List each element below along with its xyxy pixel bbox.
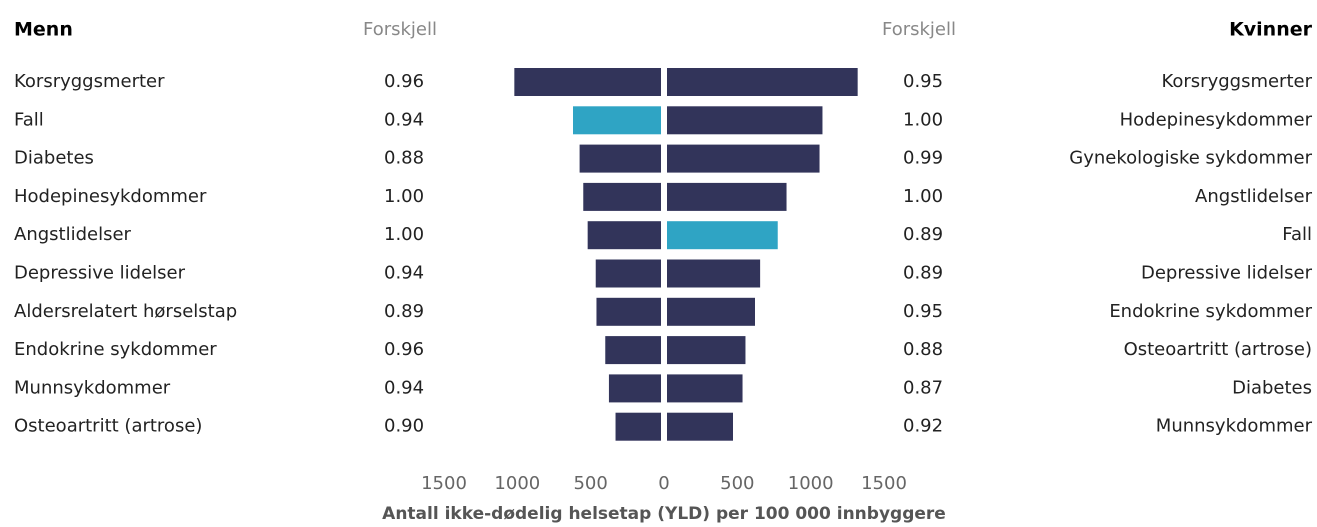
difference-label: 0.94 bbox=[384, 377, 424, 398]
difference-label: 0.96 bbox=[384, 339, 424, 360]
difference-label: 0.92 bbox=[903, 416, 943, 437]
category-label: Angstlidelser bbox=[1195, 186, 1313, 207]
difference-label: 0.90 bbox=[384, 416, 424, 437]
bar bbox=[667, 259, 761, 288]
category-label: Korsryggsmerter bbox=[1161, 71, 1312, 92]
category-label: Osteoartritt (artrose) bbox=[1124, 339, 1312, 360]
bar bbox=[608, 374, 661, 403]
x-tick-label: 500 bbox=[573, 473, 607, 494]
difference-label: 0.94 bbox=[384, 263, 424, 284]
bar bbox=[615, 412, 661, 441]
category-label: Gynekologiske sykdommer bbox=[1069, 148, 1312, 169]
category-label: Munnsykdommer bbox=[14, 377, 171, 398]
x-tick-label: 1000 bbox=[788, 473, 834, 494]
bar bbox=[667, 221, 778, 250]
category-label: Depressive lidelser bbox=[1141, 263, 1313, 284]
difference-header: Forskjell bbox=[363, 19, 437, 40]
difference-header: Forskjell bbox=[882, 19, 956, 40]
x-tick-label: 500 bbox=[720, 473, 754, 494]
bar bbox=[667, 106, 823, 135]
difference-label: 1.00 bbox=[384, 224, 424, 245]
category-label: Endokrine sykdommer bbox=[14, 339, 217, 360]
bar bbox=[583, 182, 661, 211]
x-tick-label: 1500 bbox=[861, 473, 907, 494]
bar bbox=[514, 68, 661, 96]
difference-label: 0.99 bbox=[903, 148, 943, 169]
difference-label: 0.95 bbox=[903, 301, 943, 322]
category-label: Endokrine sykdommer bbox=[1109, 301, 1312, 322]
bar bbox=[579, 144, 661, 173]
difference-label: 0.96 bbox=[384, 71, 424, 92]
difference-label: 0.87 bbox=[903, 377, 943, 398]
category-label: Fall bbox=[1282, 224, 1312, 245]
bar bbox=[667, 336, 746, 365]
bar bbox=[587, 221, 661, 250]
category-label: Munnsykdommer bbox=[1156, 416, 1313, 437]
difference-label: 1.00 bbox=[903, 109, 943, 130]
category-label: Diabetes bbox=[1232, 377, 1312, 398]
category-label: Hodepinesykdommer bbox=[1120, 109, 1313, 130]
difference-label: 1.00 bbox=[384, 186, 424, 207]
category-label: Korsryggsmerter bbox=[14, 71, 165, 92]
bar bbox=[667, 68, 858, 96]
panel-title: Menn bbox=[14, 19, 73, 41]
category-label: Hodepinesykdommer bbox=[14, 186, 207, 207]
difference-label: 0.89 bbox=[384, 301, 424, 322]
bar bbox=[573, 106, 661, 135]
difference-label: 0.88 bbox=[903, 339, 943, 360]
difference-label: 1.00 bbox=[903, 186, 943, 207]
difference-label: 0.89 bbox=[903, 224, 943, 245]
difference-label: 0.88 bbox=[384, 148, 424, 169]
bar bbox=[596, 297, 661, 326]
bar bbox=[667, 374, 743, 403]
category-label: Diabetes bbox=[14, 148, 94, 169]
category-label: Depressive lidelser bbox=[14, 263, 186, 284]
category-label: Osteoartritt (artrose) bbox=[14, 416, 202, 437]
difference-label: 0.89 bbox=[903, 263, 943, 284]
bar bbox=[667, 182, 787, 211]
category-label: Angstlidelser bbox=[14, 224, 132, 245]
category-label: Aldersrelatert hørselstap bbox=[14, 301, 237, 322]
bar bbox=[595, 259, 661, 288]
bar bbox=[605, 336, 661, 365]
difference-label: 0.95 bbox=[903, 71, 943, 92]
bar bbox=[667, 297, 755, 326]
x-axis-label: Antall ikke-dødelig helsetap (YLD) per 1… bbox=[382, 504, 946, 524]
bar bbox=[667, 412, 733, 441]
category-label: Fall bbox=[14, 109, 44, 130]
difference-label: 0.94 bbox=[384, 109, 424, 130]
bar bbox=[667, 144, 820, 173]
panel-title: Kvinner bbox=[1229, 19, 1313, 41]
x-tick-label: 1500 bbox=[421, 473, 467, 494]
x-tick-label: 0 bbox=[658, 473, 669, 494]
x-tick-label: 1000 bbox=[494, 473, 540, 494]
